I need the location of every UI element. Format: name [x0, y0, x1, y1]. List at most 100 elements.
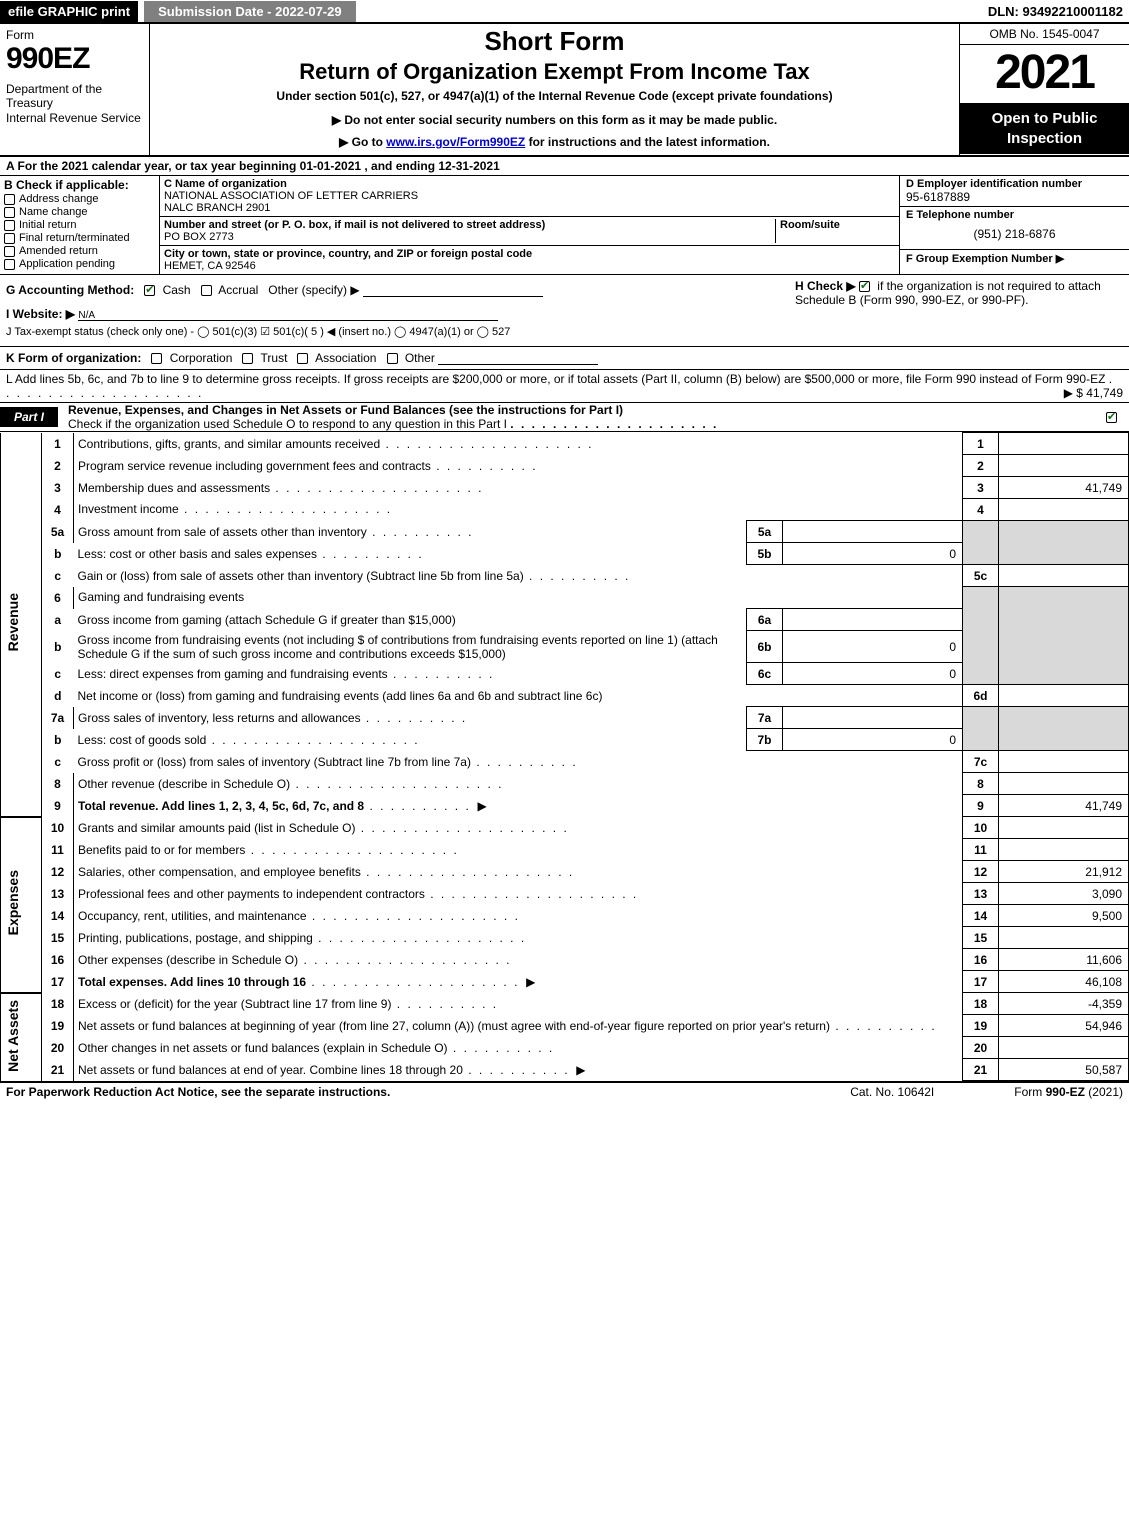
section-bcdef: B Check if applicable: Address change Na… [0, 176, 1129, 275]
chk-other-org[interactable] [387, 353, 398, 364]
line14-value: 9,500 [999, 905, 1129, 927]
org-name-label: C Name of organization [164, 178, 895, 190]
chk-final-return[interactable]: Final return/terminated [4, 232, 155, 244]
phone-value: (951) 218-6876 [906, 221, 1123, 247]
row-l: L Add lines 5b, 6c, and 7b to line 9 to … [0, 370, 1129, 403]
other-org-input[interactable] [438, 351, 598, 365]
irs-link[interactable]: www.irs.gov/Form990EZ [386, 135, 525, 149]
line7a-value [783, 707, 963, 729]
under-section: Under section 501(c), 527, or 4947(a)(1)… [156, 89, 953, 103]
room-label: Room/suite [780, 219, 895, 231]
expenses-side-label: Expenses [5, 870, 37, 935]
efile-badge[interactable]: efile GRAPHIC print [0, 1, 138, 22]
row-j: J Tax-exempt status (check only one) - ◯… [6, 325, 783, 338]
part1-schedule-o-check[interactable] [1106, 410, 1129, 424]
line5b-value: 0 [783, 543, 963, 565]
goto-pre: ▶ Go to [339, 135, 386, 149]
line3-value: 41,749 [999, 477, 1129, 499]
org-name: NATIONAL ASSOCIATION OF LETTER CARRIERS … [164, 190, 895, 214]
open-inspection-badge: Open to Public Inspection [960, 103, 1129, 154]
line9-value: 41,749 [999, 795, 1129, 817]
website-input[interactable]: N/A [78, 307, 498, 321]
ein-label: D Employer identification number [906, 178, 1123, 190]
box-c: C Name of organization NATIONAL ASSOCIAT… [160, 176, 899, 274]
box-b: B Check if applicable: Address change Na… [0, 176, 160, 274]
ein-value: 95-6187889 [906, 190, 1123, 204]
line6a-value [783, 609, 963, 631]
row-k: K Form of organization: Corporation Trus… [0, 347, 1129, 370]
goto-post: for instructions and the latest informat… [525, 135, 770, 149]
netassets-side-label: Net Assets [5, 1000, 37, 1072]
short-form-title: Short Form [156, 26, 953, 57]
line17-value: 46,108 [999, 971, 1129, 993]
other-specify-input[interactable] [363, 283, 543, 297]
line2-value [999, 455, 1129, 477]
chk-initial-return[interactable]: Initial return [4, 219, 155, 231]
accounting-method: G Accounting Method: Cash Accrual Other … [0, 275, 789, 346]
revenue-side-label: Revenue [5, 593, 37, 651]
line7b-value: 0 [783, 729, 963, 751]
tax-year: 2021 [960, 45, 1129, 103]
header-center: Short Form Return of Organization Exempt… [150, 24, 959, 155]
box-b-header: B Check if applicable: [4, 178, 155, 192]
phone-label: E Telephone number [906, 209, 1123, 221]
return-title: Return of Organization Exempt From Incom… [156, 59, 953, 85]
footer-catno: Cat. No. 10642I [850, 1085, 934, 1099]
line12-value: 21,912 [999, 861, 1129, 883]
part1-header: Part I Revenue, Expenses, and Changes in… [0, 403, 1129, 432]
dept-label: Department of the Treasury Internal Reve… [6, 82, 143, 125]
line6d-value [999, 685, 1129, 707]
chk-application-pending[interactable]: Application pending [4, 258, 155, 270]
l-text: L Add lines 5b, 6c, and 7b to line 9 to … [6, 372, 1105, 386]
chk-amended-return[interactable]: Amended return [4, 245, 155, 257]
city-value: HEMET, CA 92546 [164, 260, 895, 272]
goto-line: ▶ Go to www.irs.gov/Form990EZ for instru… [156, 135, 953, 149]
header-right: OMB No. 1545-0047 2021 Open to Public In… [959, 24, 1129, 155]
submission-date-badge: Submission Date - 2022-07-29 [144, 1, 356, 22]
line6b-value: 0 [783, 631, 963, 663]
page-footer: For Paperwork Reduction Act Notice, see … [0, 1081, 1129, 1101]
chk-corporation[interactable] [151, 353, 162, 364]
box-def: D Employer identification number 95-6187… [899, 176, 1129, 274]
chk-schedule-b[interactable] [859, 281, 870, 292]
line15-value [999, 927, 1129, 949]
line10-value [999, 817, 1129, 839]
h-label: H Check ▶ [795, 279, 856, 293]
footer-notice: For Paperwork Reduction Act Notice, see … [6, 1085, 390, 1099]
city-label: City or town, state or province, country… [164, 248, 895, 260]
chk-address-change[interactable]: Address change [4, 193, 155, 205]
dln-label: DLN: 93492210001182 [988, 4, 1129, 19]
row-gh: G Accounting Method: Cash Accrual Other … [0, 275, 1129, 347]
row-a-tax-year: A For the 2021 calendar year, or tax yea… [0, 157, 1129, 176]
street-label: Number and street (or P. O. box, if mail… [164, 219, 775, 231]
line13-value: 3,090 [999, 883, 1129, 905]
chk-name-change[interactable]: Name change [4, 206, 155, 218]
line19-value: 54,946 [999, 1015, 1129, 1037]
chk-accrual[interactable] [201, 285, 212, 296]
l-value: ▶ $ 41,749 [1064, 386, 1123, 400]
part1-table: Revenue 1 Contributions, gifts, grants, … [0, 432, 1129, 1081]
line5c-value [999, 565, 1129, 587]
street-value: PO BOX 2773 [164, 231, 775, 243]
box-h: H Check ▶ if the organization is not req… [789, 275, 1129, 346]
line1-value [999, 433, 1129, 455]
part1-tab: Part I [0, 407, 58, 427]
line7c-value [999, 751, 1129, 773]
i-label: I Website: ▶ [6, 307, 75, 321]
chk-association[interactable] [297, 353, 308, 364]
ssn-warning: ▶ Do not enter social security numbers o… [156, 113, 953, 127]
line4-value [999, 499, 1129, 521]
line5a-value [783, 521, 963, 543]
g-label: G Accounting Method: [6, 283, 134, 297]
line16-value: 11,606 [999, 949, 1129, 971]
header-left: Form 990EZ Department of the Treasury In… [0, 24, 150, 155]
line20-value [999, 1037, 1129, 1059]
omb-number: OMB No. 1545-0047 [960, 24, 1129, 45]
chk-cash[interactable] [144, 285, 155, 296]
k-label: K Form of organization: [6, 351, 141, 365]
group-exemption-label: F Group Exemption Number ▶ [906, 252, 1123, 265]
chk-trust[interactable] [242, 353, 253, 364]
top-bar: efile GRAPHIC print Submission Date - 20… [0, 0, 1129, 24]
form-word: Form [6, 28, 143, 42]
form-header: Form 990EZ Department of the Treasury In… [0, 24, 1129, 157]
